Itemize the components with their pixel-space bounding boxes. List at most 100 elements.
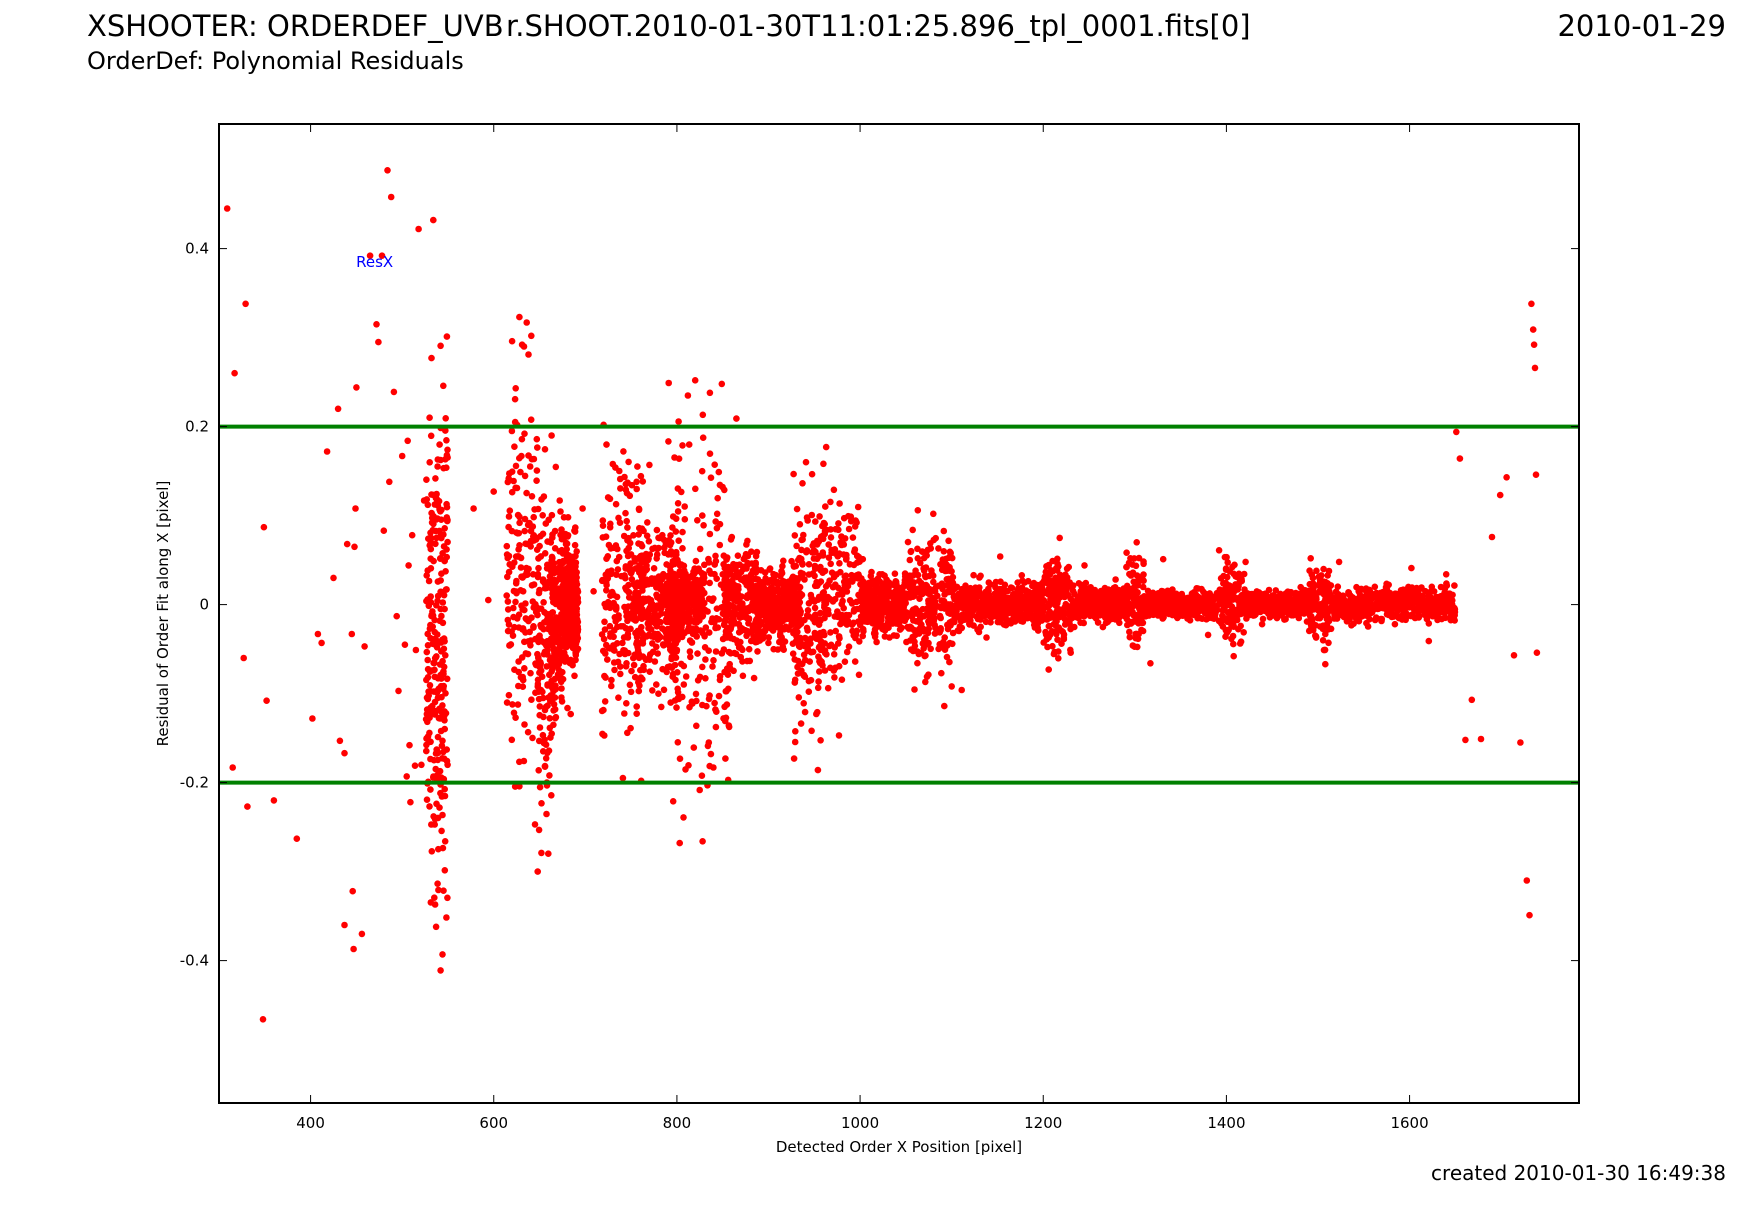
data-point (375, 338, 382, 346)
data-point (427, 432, 435, 440)
data-point (685, 441, 693, 448)
data-point (1477, 735, 1485, 743)
data-point (433, 644, 441, 651)
data-point (805, 688, 813, 695)
data-point (535, 638, 542, 646)
data-point (1040, 588, 1048, 595)
data-point (808, 470, 816, 478)
data-point (535, 767, 542, 774)
data-point (939, 644, 946, 651)
data-point (808, 549, 816, 556)
data-point (524, 638, 532, 645)
data-point (437, 967, 444, 974)
data-point (825, 541, 832, 548)
data-point (1258, 620, 1266, 628)
data-point (793, 542, 800, 550)
data-point (434, 463, 441, 470)
data-point (635, 554, 643, 562)
data-point (536, 703, 544, 710)
data-point (932, 534, 939, 542)
data-point (558, 546, 566, 554)
data-point (1097, 594, 1105, 602)
data-point (896, 606, 903, 613)
data-point (538, 800, 545, 807)
data-point (611, 666, 618, 674)
data-point (526, 463, 534, 470)
data-point (548, 668, 555, 675)
data-point (427, 899, 435, 906)
data-point (523, 489, 530, 497)
data-point (1002, 603, 1010, 610)
data-point (522, 600, 529, 607)
data-point (443, 675, 451, 683)
data-point (1125, 559, 1133, 567)
data-point (675, 418, 682, 425)
data-point (516, 513, 523, 521)
data-point (406, 741, 413, 749)
data-point (546, 772, 553, 779)
data-point (925, 625, 932, 632)
data-point (515, 546, 522, 553)
data-point (336, 737, 344, 745)
data-point (645, 621, 652, 629)
data-point (504, 573, 511, 581)
data-point (427, 565, 435, 572)
data-point (1526, 911, 1533, 919)
data-point (653, 681, 660, 688)
data-point (921, 572, 929, 579)
data-point (833, 571, 840, 578)
data-point (838, 533, 845, 540)
data-point (996, 553, 1004, 560)
data-point (789, 640, 797, 647)
data-point (840, 514, 848, 522)
data-point (678, 624, 685, 631)
data-point (707, 750, 715, 758)
data-point (671, 454, 678, 461)
data-point (851, 658, 859, 665)
data-point (353, 384, 360, 391)
data-point (440, 382, 447, 390)
data-point (808, 727, 815, 735)
data-point (569, 605, 576, 613)
data-point (621, 603, 628, 611)
data-point (561, 649, 568, 657)
data-point (705, 559, 713, 566)
data-point (1045, 622, 1053, 630)
data-point (650, 565, 658, 572)
data-point (1391, 620, 1399, 628)
data-point (607, 520, 614, 528)
data-point (686, 703, 693, 711)
data-point (696, 786, 703, 794)
data-point (711, 699, 718, 707)
data-point (610, 591, 617, 599)
data-point (920, 565, 927, 572)
data-point (1307, 555, 1314, 562)
data-point (699, 411, 707, 419)
data-point (590, 588, 597, 595)
data-point (676, 839, 683, 847)
data-point (978, 593, 985, 601)
data-point (712, 557, 720, 565)
data-point (530, 513, 537, 521)
data-point (706, 389, 714, 397)
data-point (909, 593, 917, 600)
data-point (982, 618, 990, 626)
data-point (1159, 555, 1167, 563)
data-point (1028, 615, 1035, 622)
data-point (621, 710, 628, 717)
data-point (599, 517, 607, 524)
data-point (510, 477, 517, 485)
data-point (293, 835, 301, 842)
data-point (798, 591, 806, 599)
data-point (649, 687, 656, 694)
data-point (535, 688, 542, 695)
data-point (552, 463, 560, 471)
data-point (549, 609, 557, 616)
data-point (543, 810, 550, 818)
data-point (702, 675, 709, 682)
data-point (528, 696, 535, 703)
data-point (766, 623, 773, 630)
data-point (819, 535, 827, 543)
data-point (610, 599, 617, 607)
data-point (1019, 577, 1026, 584)
